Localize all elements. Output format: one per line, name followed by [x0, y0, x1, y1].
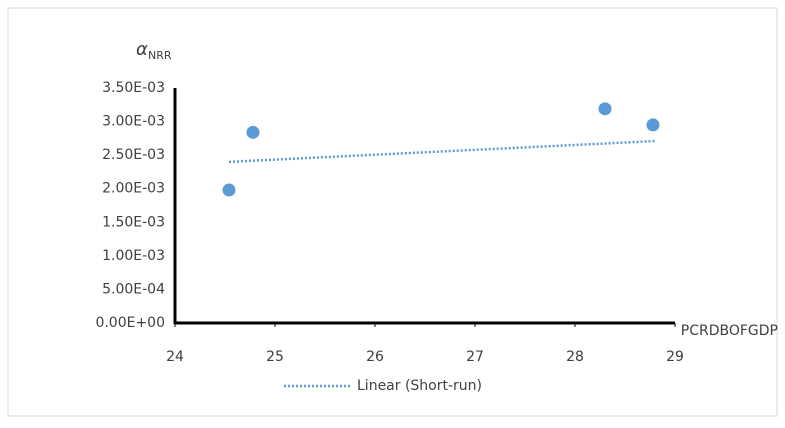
chart-frame: [7, 7, 778, 417]
x-tick-label: 25: [266, 349, 284, 365]
y-axis-label-sub: NRR: [148, 49, 172, 62]
y-tick-label: 3.00E-03: [102, 114, 165, 130]
y-tick-label: 1.00E-03: [102, 248, 165, 264]
y-tick-label: 5.00E-04: [102, 281, 165, 297]
legend-label: Linear (Short-run): [357, 378, 482, 394]
y-axis-label: α: [136, 39, 148, 60]
point: [222, 183, 236, 197]
y-tick-label: 0.00E+00: [95, 315, 165, 331]
point: [598, 102, 612, 116]
point: [646, 118, 660, 132]
x-tick-label: 27: [466, 349, 484, 365]
x-tick-label: 26: [366, 349, 384, 365]
point: [246, 125, 260, 139]
x-tick-label: 29: [666, 349, 684, 365]
x-tick-label: 24: [166, 349, 184, 365]
y-tick-label: 3.50E-03: [102, 80, 165, 96]
y-tick-label: 1.50E-03: [102, 214, 165, 230]
x-axis-label: PCRDBOFGDP: [681, 323, 778, 339]
y-tick-label: 2.50E-03: [102, 147, 165, 163]
x-tick-label: 28: [566, 349, 584, 365]
trendline: [228, 139, 656, 164]
y-tick-label: 2.00E-03: [102, 181, 165, 197]
